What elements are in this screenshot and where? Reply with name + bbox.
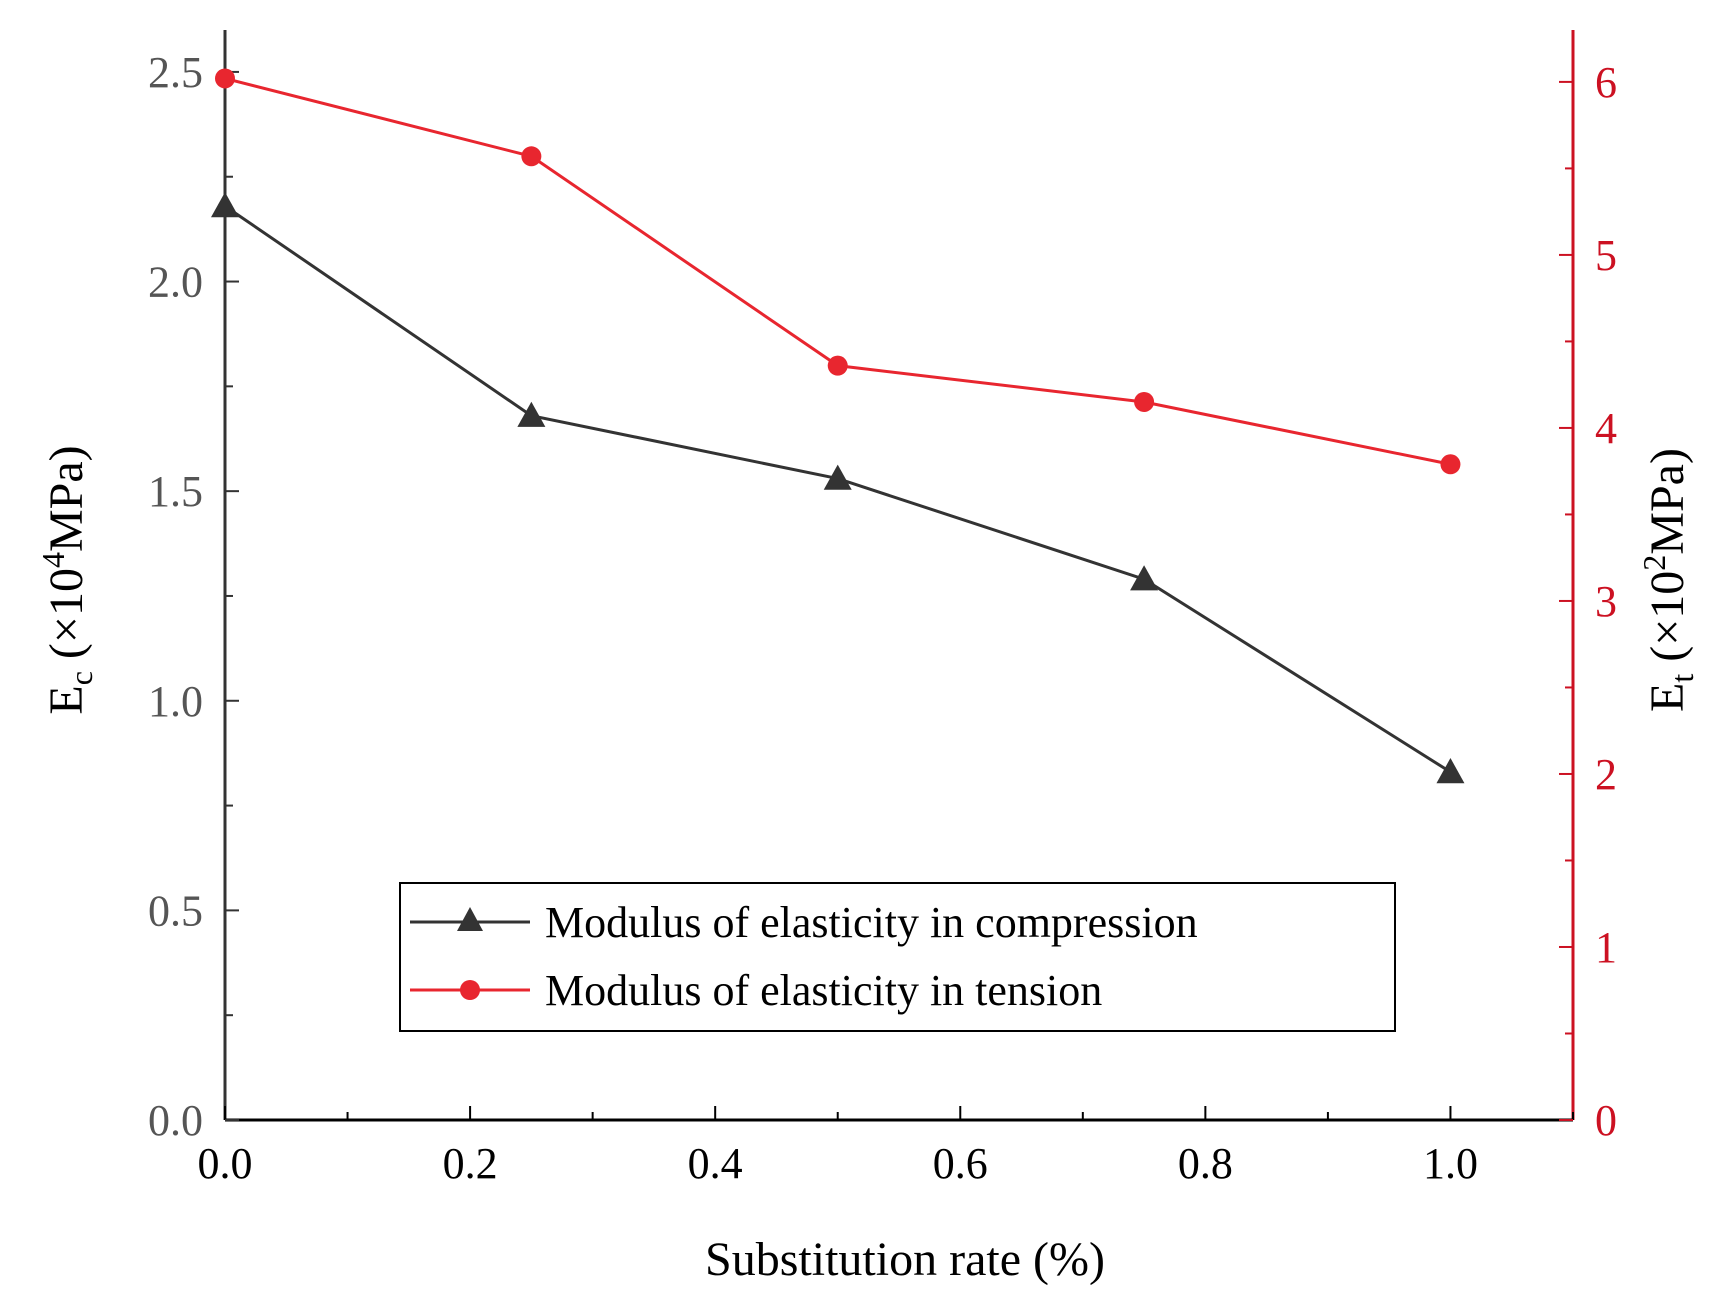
axes: 0.0 0.2 0.4 0.6 0.8 1.0 0.0 0.5 1.0 1.5 2.0 2.5 0 1 2 3… [148,30,1617,1188]
right-y-tick-label: 6 [1595,58,1617,107]
series-layer [211,68,1465,784]
left-y-tick-label: 0.5 [148,886,203,935]
right-y-tick-label: 3 [1595,577,1617,626]
x-tick-label: 0.6 [933,1139,988,1188]
data-point-compression [517,401,546,427]
x-tick-label: 0.2 [443,1139,498,1188]
left-axis-title-sub: c [63,671,99,685]
left-axis-title: Ec (×104MPa) [35,445,99,714]
legend-label-compression: Modulus of elasticity in compression [545,898,1198,947]
data-point-tension [827,355,848,376]
data-point-compression [823,464,852,490]
legend: Modulus of elasticity in compression Mod… [399,882,1396,1032]
left-axis-title-post: MPa) [40,445,93,552]
left-y-tick-label: 2.0 [148,258,203,307]
data-point-tension [1134,391,1155,412]
left-axis-title-pre: (×10 [40,568,93,671]
legend-marker-triangle [457,907,483,931]
right-axis-title: Et (×102MPa) [1636,448,1700,712]
right-y-tick-label: 2 [1595,750,1617,799]
data-point-tension [521,146,542,167]
data-point-compression [211,192,239,218]
x-tick-label: 1.0 [1423,1139,1478,1188]
data-point-compression [1130,565,1159,591]
left-y-tick-label: 1.0 [148,677,203,726]
right-y-tick-label: 5 [1595,231,1617,280]
data-point-tension [1440,454,1461,475]
data-point-compression [1436,758,1465,784]
series-line-tension [224,76,1451,466]
legend-label-tension: Modulus of elasticity in tension [545,966,1102,1015]
legend-marker-circle [460,980,480,1000]
x-axis-title: Substitution rate (%) [705,1233,1105,1286]
left-y-tick-label: 0.0 [148,1096,203,1145]
x-tick-label: 0.0 [198,1139,253,1188]
right-y-tick-label: 1 [1595,923,1617,972]
right-y-tick-label: 0 [1595,1096,1617,1145]
data-point-tension [215,68,235,89]
left-axis-title-main: E [40,685,93,714]
left-axis-title-sup: 4 [35,552,71,568]
right-axis-title-pre: (×10 [1641,571,1694,674]
right-axis-title-main: E [1641,683,1694,712]
x-tick-label: 0.8 [1178,1139,1233,1188]
right-axis-title-sub: t [1664,674,1700,683]
left-y-tick-label: 2.5 [148,48,203,97]
x-tick-label: 0.4 [688,1139,743,1188]
right-y-tick-label: 4 [1595,404,1617,453]
right-axis-title-sup: 2 [1636,555,1672,571]
right-axis-title-post: MPa) [1641,448,1694,555]
legend-box [399,882,1396,1032]
left-y-tick-label: 1.5 [148,467,203,516]
